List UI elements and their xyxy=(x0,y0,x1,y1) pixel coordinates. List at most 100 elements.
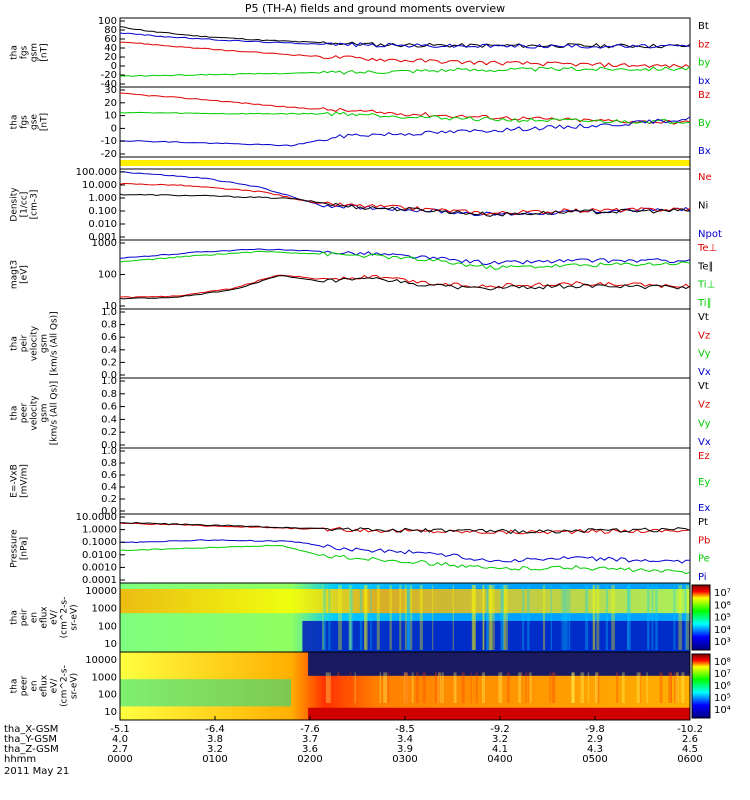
y-tick-label: 0.2 xyxy=(101,494,117,505)
y-axis-label: [cm-3] xyxy=(30,190,40,220)
y-tick-label: 1000 xyxy=(92,672,117,683)
heatmap-stripe xyxy=(518,672,522,703)
heatmap-stripe xyxy=(354,672,356,703)
y-tick-label: 0.0100 xyxy=(82,550,117,561)
legend-entry: Bz xyxy=(698,90,710,101)
y-axis-label: gse xyxy=(30,114,40,130)
y-axis-label: [nT] xyxy=(40,43,50,61)
heatmap-stripe xyxy=(471,585,474,650)
legend-entry: Vz xyxy=(698,330,710,341)
panel-peir-velocity: 1.0 0.80.6 0.40.2 0.0 tha peir velocity gsm [km/… xyxy=(10,307,711,381)
y-axis-label: eflux xyxy=(40,606,50,629)
legend-entry: Ti∥ xyxy=(697,298,712,309)
y-tick-label: 10.000 xyxy=(82,180,117,191)
y-tick-label: 0 xyxy=(111,61,117,72)
y-axis-label: E=-VxB xyxy=(10,464,20,498)
heatmap-stripe xyxy=(502,585,504,650)
x-tick-label: 0200 xyxy=(297,754,322,765)
heatmap-stripe xyxy=(676,672,679,703)
panel-frame xyxy=(119,447,691,515)
heatmap-stripe xyxy=(571,672,575,703)
y-tick-label: 0.0 xyxy=(101,440,117,451)
x-tick-label: 0300 xyxy=(392,754,417,765)
y-axis-label: tha xyxy=(10,406,20,421)
x-tick-label: 3.8 xyxy=(207,734,223,745)
heatmap-stripe xyxy=(432,585,434,650)
legend-entry: Pe xyxy=(698,554,710,565)
x-tick-label: -8.5 xyxy=(395,724,415,735)
y-tick-label: 0.8 xyxy=(101,320,117,331)
y-tick-label: 0.6 xyxy=(101,402,117,413)
heatmap-stripe xyxy=(542,585,546,650)
y-axis-label: gsm xyxy=(30,43,40,62)
y-tick-label: 20 xyxy=(104,98,117,109)
x-tick-label: 0000 xyxy=(107,754,132,765)
heatmap-stripe xyxy=(411,672,414,703)
heatmap-stripe xyxy=(525,672,528,703)
panel-density: 100.000 10.000 1.000 0.100 0.010 0.001 Density… xyxy=(10,167,722,243)
x-row-label: tha_Z-GSM xyxy=(4,744,59,755)
heatmap-stripe xyxy=(676,672,679,703)
heatmap-stripe xyxy=(438,672,441,703)
legend-entry: bx xyxy=(698,76,710,87)
heatmap-stripe xyxy=(486,585,489,650)
y-tick-label: -20 xyxy=(101,149,117,160)
y-axis-label: [eV] xyxy=(20,265,30,284)
y-tick-label: 0.4 xyxy=(101,482,117,493)
heatmap-band-high xyxy=(120,589,690,614)
panel-frame xyxy=(119,308,691,379)
y-axis-label: [1/cc] xyxy=(20,192,30,218)
y-tick-label: 30 xyxy=(104,85,117,96)
heatmap-stripe xyxy=(322,585,326,650)
legend-entry: Bt xyxy=(698,21,709,32)
heatmap-band-low xyxy=(308,707,690,720)
panel-fgs-dsl: 30 20 100 -10 -20 tha fgs gse [nT] Bz By Bx xyxy=(10,85,711,160)
y-tick-label: 0.2 xyxy=(101,357,117,368)
y-axis-label: en xyxy=(30,680,40,691)
legend-entry: Pt xyxy=(698,517,708,528)
y-axis-label: velocity xyxy=(30,325,40,361)
x-tick-label: 2.9 xyxy=(587,734,603,745)
chart-title: P5 (TH-A) fields and ground moments over… xyxy=(245,2,505,15)
y-tick-label: 100 xyxy=(98,690,117,701)
legend-entry: By xyxy=(698,118,711,129)
series-Ni xyxy=(119,193,691,217)
y-tick-label: -20 xyxy=(101,70,117,81)
heatmap-stripe xyxy=(507,672,510,703)
heatmap-stripe xyxy=(550,585,552,650)
series-Pt xyxy=(119,521,691,535)
x-tick-label: 4.3 xyxy=(587,744,603,755)
heatmap-stripe xyxy=(488,585,493,650)
heatmap-stripe xyxy=(389,585,392,650)
y-tick-label: 0.0 xyxy=(101,370,117,381)
legend-entry: Vt xyxy=(698,312,709,323)
y-tick-label: 80 xyxy=(104,25,117,36)
x-tick-label: 0600 xyxy=(677,754,702,765)
heatmap-stripe xyxy=(611,585,615,650)
heatmap-stripe xyxy=(461,672,465,703)
y-tick-label: -40 xyxy=(101,79,117,90)
legend-entry: Ez xyxy=(698,451,710,462)
panel-frame xyxy=(119,239,691,310)
y-axis-label: peir xyxy=(20,334,30,352)
x-tick-label: 3.2 xyxy=(492,734,508,745)
x-tick-label: 2.6 xyxy=(682,734,698,745)
heatmap-stripe xyxy=(627,585,631,650)
series-Te∥ xyxy=(119,275,691,300)
y-axis-label: gsm xyxy=(40,403,50,422)
heatmap-stripe xyxy=(668,672,673,703)
heatmap-stripe xyxy=(364,585,368,650)
heatmap-stripe xyxy=(627,585,629,650)
y-tick-label: 0.6 xyxy=(101,332,117,343)
heatmap-stripe xyxy=(568,585,571,650)
heatmap-stripe xyxy=(322,585,325,650)
heatmap-stripe xyxy=(349,672,352,703)
y-tick-label: 1.0 xyxy=(101,307,117,318)
heatmap-stripe xyxy=(399,585,402,650)
heatmap-stripe xyxy=(673,585,676,650)
series-Pi xyxy=(119,539,691,564)
y-tick-label: 40 xyxy=(104,43,117,54)
